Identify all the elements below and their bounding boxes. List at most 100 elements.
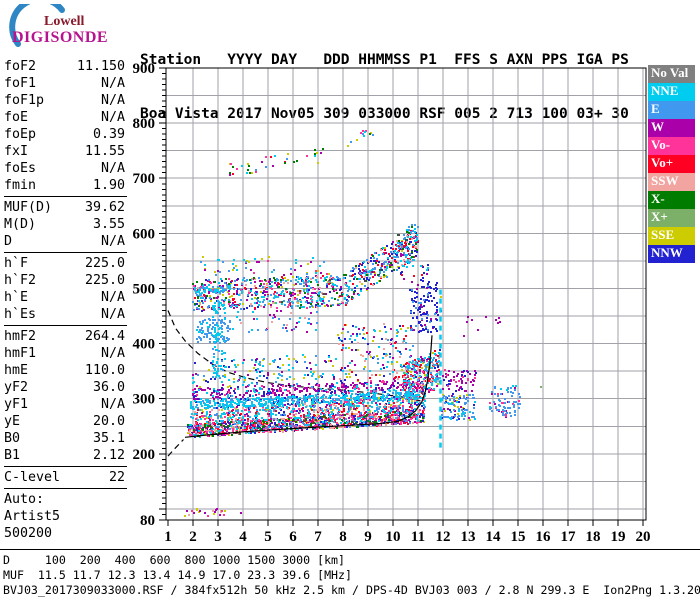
axis-ticks [159, 67, 644, 526]
param-value: 22 [108, 470, 125, 485]
param-label: foF1 [4, 76, 37, 91]
svg-text:18: 18 [586, 529, 601, 545]
svg-text:200: 200 [133, 447, 156, 463]
param-value: 39.62 [84, 200, 125, 215]
param-value: N/A [100, 397, 125, 412]
param-group-divider [4, 325, 127, 326]
trace-fit-curve [184, 335, 433, 438]
svg-text:17: 17 [561, 529, 577, 545]
svg-text:800: 800 [133, 116, 156, 132]
param-row-b1: B1 2.12 [4, 447, 125, 464]
param-label: foE [4, 110, 29, 125]
svg-text:16: 16 [536, 529, 552, 545]
legend-item-vo+: Vo+ [648, 155, 695, 173]
param-row-yf1: yF1 N/A [4, 396, 125, 413]
param-value: 2.12 [92, 448, 125, 463]
param-group-divider [4, 252, 127, 253]
muf-row: MUF 11.5 11.7 12.3 13.4 14.9 17.0 23.3 3… [3, 568, 353, 582]
svg-text:400: 400 [133, 337, 156, 353]
param-value: N/A [100, 307, 125, 322]
lowell-digisonde-logo: Lowell DIGISONDE [6, 0, 136, 56]
svg-text:300: 300 [133, 392, 156, 408]
svg-text:20: 20 [636, 529, 651, 545]
svg-text:900: 900 [133, 61, 156, 77]
param-value: 225.0 [84, 256, 125, 271]
param-row-he: h`E N/A [4, 289, 125, 306]
param-group-divider [4, 488, 127, 489]
param-value: 264.4 [84, 329, 125, 344]
svg-text:13: 13 [461, 529, 476, 545]
param-row-b0: B0 35.1 [4, 430, 125, 447]
param-row-hf: h`F 225.0 [4, 255, 125, 272]
param-row-foe: foE N/A [4, 109, 125, 126]
param-row-foep: foEp 0.39 [4, 126, 125, 143]
param-label: hmF1 [4, 346, 37, 361]
param-label: h`Es [4, 307, 37, 322]
param-label: M(D) [4, 217, 37, 232]
svg-text:700: 700 [133, 171, 156, 187]
param-row-fxi: fxI 11.55 [4, 143, 125, 160]
svg-text:600: 600 [133, 226, 156, 242]
legend-item-x-: X- [648, 191, 695, 209]
param-footer-line: Auto: [4, 492, 45, 507]
param-label: MUF(D) [4, 200, 53, 215]
bottom-separator-line [0, 549, 700, 550]
param-value: N/A [100, 110, 125, 125]
param-value: N/A [100, 234, 125, 249]
param-footer-line: 500200 [4, 526, 53, 541]
param-value: 0.39 [92, 127, 125, 142]
legend-item-noval: No Val [648, 65, 695, 83]
param-label: C-level [4, 470, 61, 485]
param-group-divider [4, 466, 127, 467]
param-value: 3.55 [92, 217, 125, 232]
param-row-yf2: yF2 36.0 [4, 379, 125, 396]
param-value: N/A [100, 76, 125, 91]
echo-dots [184, 130, 542, 517]
svg-text:8: 8 [339, 529, 347, 545]
param-label: foF1p [4, 93, 45, 108]
param-label: hmE [4, 363, 29, 378]
param-value: N/A [100, 93, 125, 108]
header-column-titles: Station YYYY DAY DDD HHMMSS P1 FFS S AXN… [140, 52, 629, 68]
param-label: h`F2 [4, 273, 37, 288]
param-row-fof1: foF1 N/A [4, 75, 125, 92]
param-value: N/A [100, 161, 125, 176]
legend-item-e: E [648, 101, 695, 119]
param-footer-line: Artist5 [4, 509, 61, 524]
svg-text:14: 14 [486, 529, 502, 545]
param-row-foes: foEs N/A [4, 160, 125, 177]
file-info-footer: BVJ03_2017309033000.RSF / 384fx512h 50 k… [3, 583, 700, 597]
grid-lines [166, 68, 646, 520]
svg-text:15: 15 [511, 529, 526, 545]
legend-item-vo-: Vo- [648, 137, 695, 155]
svg-text:10: 10 [386, 529, 401, 545]
param-label: B1 [4, 448, 21, 463]
param-row-d: D N/A [4, 233, 125, 250]
param-label: h`F [4, 256, 29, 271]
param-row-hmf1: hmF1 N/A [4, 345, 125, 362]
distance-row: D 100 200 400 600 800 1000 1500 3000 [km… [3, 553, 346, 567]
param-value: 11.150 [76, 59, 125, 74]
param-row-md: M(D) 3.55 [4, 216, 125, 233]
param-row-ye: yE 20.0 [4, 413, 125, 430]
param-label: yF2 [4, 380, 29, 395]
param-value: 35.1 [92, 431, 125, 446]
svg-text:6: 6 [289, 529, 297, 545]
station-header: Station YYYY DAY DDD HHMMSS P1 FFS S AXN… [140, 15, 629, 141]
param-row-hme: hmE 110.0 [4, 362, 125, 379]
svg-text:80: 80 [140, 513, 155, 529]
svg-text:7: 7 [314, 529, 322, 545]
param-value: 225.0 [84, 273, 125, 288]
param-label: B0 [4, 431, 21, 446]
param-label: foEs [4, 161, 37, 176]
param-label: yF1 [4, 397, 29, 412]
param-row-fmin: fmin 1.90 [4, 177, 125, 194]
svg-text:11: 11 [411, 529, 425, 545]
param-value: 11.55 [84, 144, 125, 159]
param-group-divider [4, 196, 127, 197]
svg-text:19: 19 [611, 529, 626, 545]
param-value: 20.0 [92, 414, 125, 429]
param-value: 36.0 [92, 380, 125, 395]
param-label: foEp [4, 127, 37, 142]
svg-text:12: 12 [436, 529, 451, 545]
